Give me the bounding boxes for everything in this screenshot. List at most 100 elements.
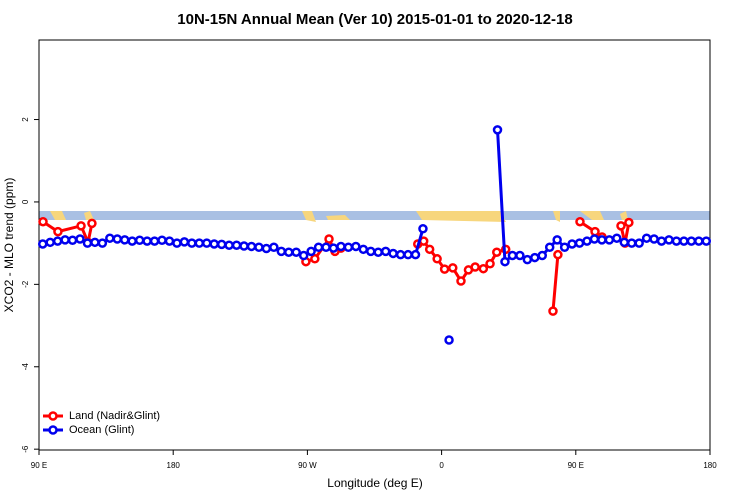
x-axis-label: Longitude (deg E) (327, 476, 422, 490)
data-point (164, 236, 175, 246)
data-point (90, 237, 100, 248)
data-point (500, 256, 510, 267)
legend-swatch-point (48, 425, 58, 435)
data-point (590, 226, 600, 237)
data-point (492, 125, 503, 135)
data-point (105, 233, 115, 243)
data-point (112, 234, 123, 244)
data-point (60, 235, 70, 245)
data-point (626, 238, 637, 248)
land-patch (620, 211, 628, 220)
y-axis-label: XCO2 - MLO trend (ppm) (2, 178, 16, 313)
data-point (76, 221, 86, 231)
data-point (671, 236, 682, 246)
legend-swatch-point (48, 411, 58, 421)
data-point (67, 235, 78, 246)
data-point (87, 218, 97, 229)
data-point (179, 237, 190, 247)
data-point (366, 246, 376, 257)
data-point (358, 244, 369, 255)
series-line (551, 254, 560, 312)
data-point (439, 264, 450, 274)
data-point (448, 263, 458, 273)
data-point (388, 248, 398, 259)
data-point (649, 234, 659, 244)
data-point (604, 235, 615, 245)
data-point (432, 254, 442, 264)
data-point (522, 254, 533, 265)
data-point (470, 262, 480, 272)
data-point (224, 240, 234, 250)
data-point (37, 239, 48, 249)
data-point (424, 244, 435, 255)
data-point (209, 239, 219, 249)
y-tick-label: -4 (21, 363, 30, 371)
data-point (97, 238, 108, 248)
data-point (306, 246, 316, 257)
data-point (336, 241, 346, 252)
data-point (537, 250, 547, 261)
y-tick-label: -2 (21, 280, 30, 288)
data-point (254, 242, 264, 253)
data-point (548, 306, 558, 316)
data-point (679, 236, 689, 246)
data-point (310, 254, 320, 264)
data-point (616, 221, 626, 231)
legend-label: Land (Nadir&Glint) (69, 410, 160, 422)
data-point (634, 238, 644, 248)
data-point (52, 236, 63, 246)
data-point (343, 242, 354, 253)
x-tick-label: 180 (703, 461, 717, 470)
data-point (351, 241, 361, 252)
data-point (478, 263, 489, 274)
y-tick-label: -6 (21, 445, 30, 453)
data-point (612, 233, 622, 243)
data-point (119, 235, 130, 245)
ocean-strip (39, 211, 710, 220)
data-point (276, 246, 287, 257)
y-tick-label: 2 (21, 117, 30, 122)
data-point (328, 243, 339, 253)
data-point (313, 242, 324, 253)
data-point (38, 216, 48, 227)
data-point (444, 335, 454, 345)
data-point (553, 249, 563, 260)
legend: Land (Nadir&Glint) Ocean (Glint) (43, 410, 160, 436)
data-point (246, 241, 257, 252)
data-point (202, 238, 212, 248)
data-point (284, 247, 294, 257)
data-point (515, 250, 525, 261)
data-point (291, 247, 301, 257)
land-patch (50, 211, 66, 220)
data-point (321, 242, 331, 253)
y-tick-label: 0 (21, 199, 30, 204)
x-tick-label: 0 (439, 461, 444, 470)
data-point (656, 236, 667, 246)
data-point (269, 242, 279, 253)
data-point (142, 236, 152, 246)
land-patch (326, 215, 350, 220)
data-point (641, 233, 652, 243)
data-point (530, 252, 540, 263)
data-point (216, 239, 227, 250)
data-point (456, 276, 466, 286)
data-point (624, 217, 634, 228)
data-point (492, 247, 502, 257)
data-point (127, 236, 137, 246)
data-point (298, 250, 309, 261)
land-patch (302, 211, 316, 222)
data-point (82, 238, 93, 248)
data-point (395, 249, 406, 260)
data-point (544, 242, 555, 253)
data-point (75, 234, 85, 244)
data-point (686, 236, 697, 246)
data-point (701, 236, 712, 246)
x-tick-label: 90 E (31, 461, 47, 470)
data-point (582, 236, 592, 246)
x-tick-label: 90 W (298, 461, 317, 470)
data-point (157, 235, 167, 246)
data-point (552, 235, 562, 245)
land-patch (553, 211, 560, 222)
data-point (231, 240, 242, 250)
